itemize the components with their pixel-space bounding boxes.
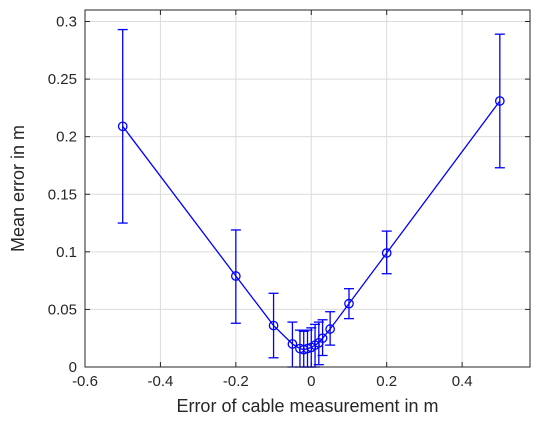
data-point: [117, 121, 128, 132]
data-point: [287, 339, 298, 349]
data-point: [325, 324, 335, 334]
data-point: [317, 333, 328, 344]
data-point: [230, 271, 241, 281]
y-tick-label: 0.05: [48, 301, 77, 318]
y-tick-label: 0.15: [48, 186, 77, 203]
y-axis-label: Mean error in m: [8, 125, 28, 252]
data-point: [381, 248, 392, 258]
ticks: -0.6 -0.4 -0.2 0 0.2 0.4 0 0.05 0.1 0.15 0.2 0.25 0.…: [48, 10, 530, 390]
data-point: [268, 320, 279, 331]
grid: [84, 10, 530, 368]
error-bar: [287, 321, 298, 368]
error-bar: [317, 319, 328, 357]
error-bar: [494, 33, 505, 169]
x-tick-label: 0.4: [452, 373, 473, 390]
y-tick-label: 0.25: [48, 71, 77, 88]
y-tick-label: 0.3: [56, 14, 77, 31]
error-bar: [117, 28, 128, 224]
axes-box: [84, 9, 531, 368]
y-tick-label: 0: [69, 359, 77, 376]
y-tick-label: 0.2: [56, 129, 77, 146]
x-tick-label: 0.2: [376, 373, 397, 390]
y-tick-label: 0.1: [56, 244, 77, 261]
error-bar: [325, 311, 336, 346]
error-bar: [268, 292, 279, 359]
x-axis-label: Error of cable measurement in m: [176, 396, 438, 416]
x-tick-label: -0.4: [147, 373, 173, 390]
error-bar: [343, 288, 354, 320]
error-bar: [381, 230, 392, 275]
x-tick-label: -0.2: [223, 373, 249, 390]
x-tick-label: -0.6: [72, 373, 98, 390]
error-bar: [230, 229, 241, 324]
data-point: [494, 96, 505, 106]
data-point: [344, 298, 354, 309]
x-tick-label: 0: [307, 373, 315, 390]
